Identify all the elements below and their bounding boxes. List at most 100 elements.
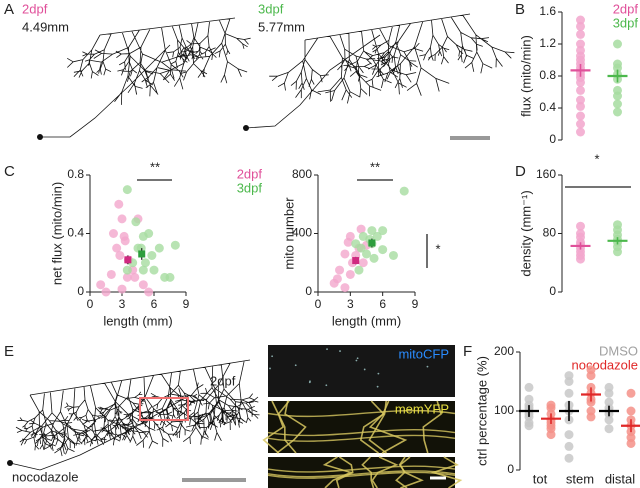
data-point	[613, 247, 622, 257]
data-point	[120, 236, 130, 246]
data-point	[613, 107, 622, 117]
legend-label: DMSO	[599, 343, 638, 358]
data-point	[626, 406, 636, 416]
y-tick-label: 0	[549, 132, 556, 146]
data-point	[130, 272, 140, 282]
legend-label: 3dpf	[237, 180, 263, 195]
mito-dot	[269, 367, 271, 370]
data-point	[345, 269, 355, 279]
panel-label: F	[463, 343, 472, 360]
legend-label: 2dpf	[613, 1, 639, 16]
data-point	[356, 243, 366, 253]
y-tick-label: 800	[292, 167, 312, 181]
soma	[243, 125, 249, 131]
data-point	[613, 91, 622, 101]
membrane-trace	[359, 400, 385, 454]
x-tick-label: 6	[151, 297, 158, 311]
mito-dot	[325, 384, 328, 387]
data-point	[604, 424, 614, 434]
data-point	[613, 99, 622, 109]
data-point	[356, 224, 366, 234]
membrane-trace	[276, 400, 307, 454]
y-axis-label: density (mm⁻¹)	[518, 190, 533, 276]
panel-label: E	[4, 343, 14, 360]
x-tick-label: 3	[119, 297, 126, 311]
significance: *	[435, 241, 440, 256]
mito-dot	[294, 364, 297, 367]
data-point	[149, 265, 159, 275]
mean-point	[368, 239, 376, 247]
soma	[37, 134, 43, 140]
data-point	[613, 39, 622, 49]
y-axis-label: flux (mito/min)	[518, 35, 533, 117]
mito-dot	[326, 348, 328, 351]
data-point	[613, 63, 622, 73]
data-point	[576, 15, 585, 25]
x-axis-label: length (mm)	[332, 313, 401, 328]
y-tick-label: 200	[494, 344, 514, 358]
data-point	[372, 231, 382, 241]
mean-point	[124, 256, 132, 264]
data-point	[138, 280, 148, 290]
y-tick-label: 1.6	[539, 4, 556, 18]
data-point	[122, 265, 132, 275]
data-point	[115, 250, 125, 260]
data-point	[122, 185, 132, 195]
data-point	[524, 421, 534, 431]
mito-dot	[355, 359, 358, 362]
significance: **	[370, 159, 380, 174]
data-point	[354, 265, 364, 275]
data-point	[626, 388, 636, 398]
y-tick-label: 0.4	[539, 100, 556, 114]
data-point	[564, 388, 574, 398]
membrane-trace	[267, 429, 456, 437]
mito-dot	[377, 372, 380, 375]
stage-label: 2dpf	[210, 373, 236, 388]
channel-label: memYFP	[395, 401, 449, 416]
x-tick-label: tot	[533, 471, 548, 486]
mito-dot	[339, 350, 341, 352]
x-tick-label: 6	[379, 297, 386, 311]
data-point	[378, 226, 388, 236]
data-point	[576, 254, 585, 264]
y-axis-label: mito number	[281, 197, 296, 270]
data-point	[604, 415, 614, 425]
membrane-trace	[368, 400, 387, 454]
y-tick-label: 0.8	[67, 167, 84, 181]
data-point	[332, 274, 342, 284]
y-tick-label: 0.8	[539, 68, 556, 82]
data-point	[604, 388, 614, 398]
data-point	[367, 226, 377, 236]
data-point	[576, 29, 585, 39]
significance: **	[150, 159, 160, 174]
legend-label: 2dpf	[237, 166, 263, 181]
y-tick-label: 1.2	[539, 36, 556, 50]
treatment-label: nocodazole	[12, 469, 79, 484]
y-tick-label: 0	[77, 284, 84, 298]
y-tick-label: 400	[292, 226, 312, 240]
membrane-signal	[262, 400, 463, 488]
membrane-trace	[267, 465, 456, 473]
data-point	[101, 287, 111, 297]
data-point	[108, 229, 118, 238]
neuron-drawings	[7, 13, 515, 471]
data-point	[106, 269, 116, 279]
length-label: 4.49mm	[22, 19, 69, 34]
soma	[7, 460, 13, 466]
membrane-trace	[267, 434, 456, 442]
data-point	[626, 438, 636, 448]
membrane-trace	[267, 471, 456, 479]
mean-point	[352, 257, 360, 265]
data-point	[576, 85, 585, 95]
mito-dot	[308, 381, 311, 384]
data-point	[564, 453, 574, 463]
data-point	[147, 250, 157, 260]
mito-dot	[376, 385, 379, 388]
stage-label: 3dpf	[258, 1, 284, 16]
x-tick-label: 9	[412, 297, 419, 311]
data-point	[576, 77, 585, 87]
y-tick-label: 100	[494, 403, 514, 417]
data-point	[576, 101, 585, 111]
data-point	[564, 430, 574, 440]
